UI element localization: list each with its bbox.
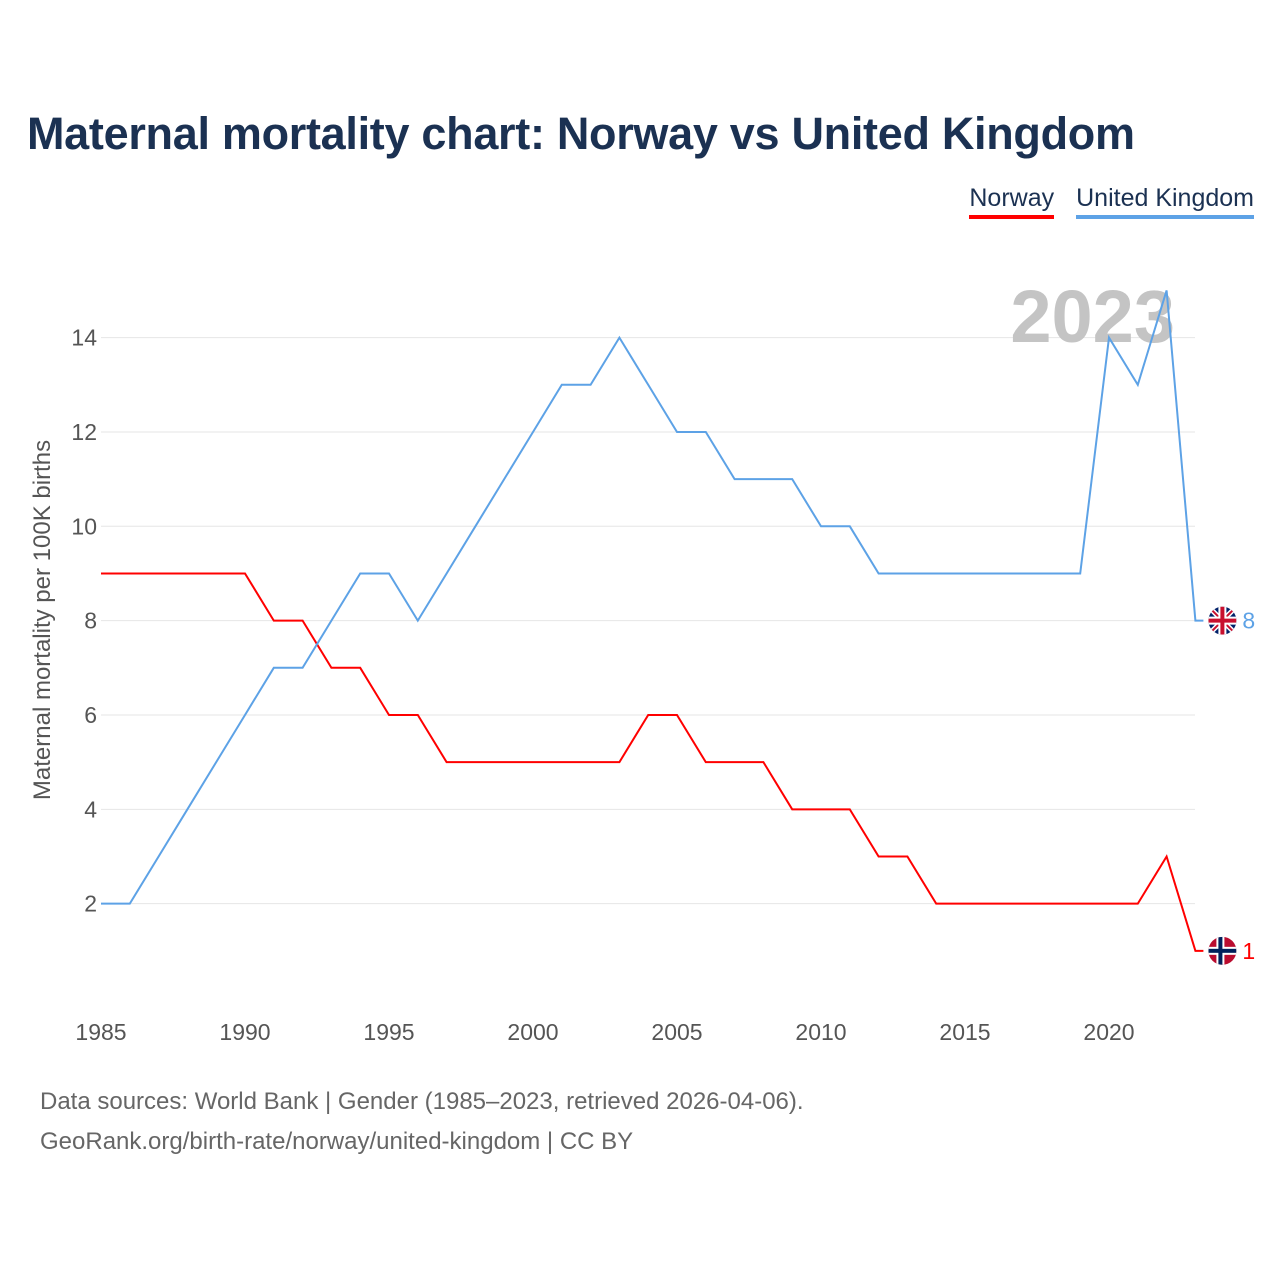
x-tick-label: 2010 xyxy=(795,1019,846,1045)
series-line-united-kingdom xyxy=(101,290,1204,905)
x-tick-label: 2020 xyxy=(1083,1019,1134,1045)
y-tick-label: 2 xyxy=(84,891,97,917)
chart-title: Maternal mortality chart: Norway vs Unit… xyxy=(27,108,1135,159)
y-tick-label: 4 xyxy=(84,796,97,822)
x-tick-label: 2005 xyxy=(651,1019,702,1045)
source-text: Data sources: World Bank | Gender (1985–… xyxy=(40,1088,804,1115)
uk-flag-icon xyxy=(1208,606,1237,635)
y-tick-label: 8 xyxy=(84,608,97,634)
series-line-norway xyxy=(101,572,1204,952)
y-tick-label: 12 xyxy=(71,419,97,445)
end-value-label-united-kingdom: 8 xyxy=(1242,608,1255,634)
year-watermark: 2023 xyxy=(1010,275,1175,358)
y-tick-label: 14 xyxy=(71,325,97,351)
legend-norway[interactable]: Norway xyxy=(969,184,1055,219)
x-tick-label: 2015 xyxy=(939,1019,990,1045)
legend: Norway United Kingdom xyxy=(969,184,1254,219)
end-value-label-norway: 1 xyxy=(1242,938,1255,964)
y-tick-label: 6 xyxy=(84,702,97,728)
source-url: GeoRank.org/birth-rate/norway/united-kin… xyxy=(40,1128,634,1155)
norway-flag-icon xyxy=(1208,936,1237,965)
x-tick-label: 1995 xyxy=(363,1019,414,1045)
x-tick-label: 2000 xyxy=(507,1019,558,1045)
legend-united-kingdom[interactable]: United Kingdom xyxy=(1076,184,1254,219)
x-tick-label: 1990 xyxy=(219,1019,270,1045)
y-tick-label: 10 xyxy=(71,513,97,539)
y-axis-label: Maternal mortality per 100K births xyxy=(29,440,56,800)
x-tick-label: 1985 xyxy=(75,1019,126,1045)
